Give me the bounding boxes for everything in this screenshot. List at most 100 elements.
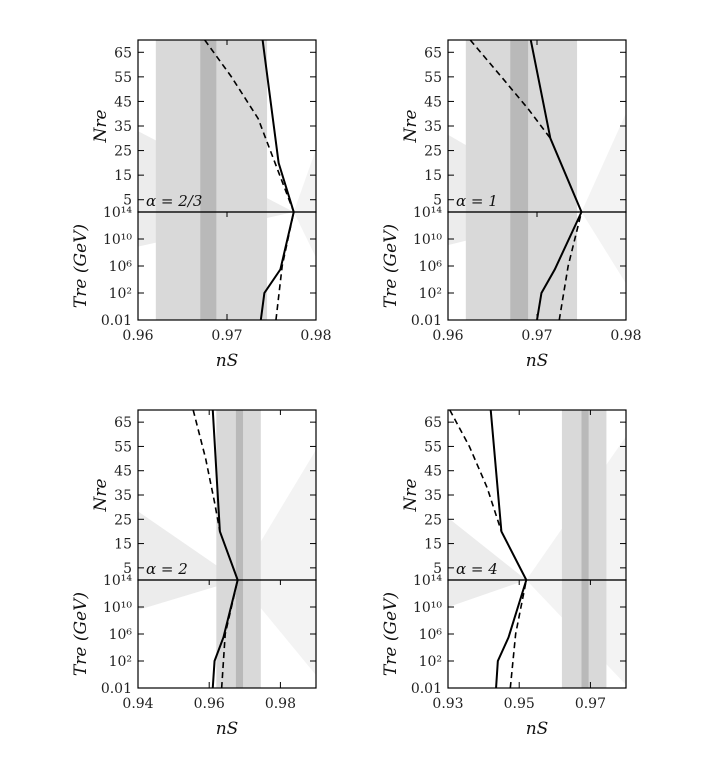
tre-tick-label: 10¹⁰	[103, 232, 132, 248]
chart-panel-1: 5 15 25 35 45 55 65 0.01 10² 10⁶ 10¹⁰ 10¹⁴ 0.96 0.97 0…	[71, 39, 332, 371]
nre-curve-solid	[529, 40, 583, 213]
tre-curve-dashed	[275, 211, 295, 320]
nre-tick-label: 5	[123, 561, 132, 577]
tre-tick-label: 10¹⁰	[103, 600, 132, 616]
tre-curve-dashed	[509, 579, 528, 688]
nre-tick-label: 25	[424, 512, 442, 528]
chart-panel-3: 5 15 25 35 45 55 65 0.01 10² 10⁶ 10¹⁰ 10¹⁴ 0.94 0.96 0…	[71, 409, 317, 739]
nre-tick-label: 45	[114, 464, 132, 480]
nre-curve-dashed	[192, 410, 221, 532]
nre-tick-label: 65	[114, 45, 132, 61]
excluded-region-right	[581, 113, 626, 284]
excluded-region	[138, 511, 238, 610]
nre-tick-label: 25	[114, 512, 132, 528]
nre-curve-solid	[489, 410, 528, 581]
planck-band-1sigma	[200, 40, 217, 320]
x-axis-title: nS	[216, 351, 239, 371]
nre-tick-label: 5	[433, 193, 442, 209]
tre-tick-label: 10⁶	[419, 627, 443, 643]
tre-tick-label: 10¹⁴	[103, 573, 132, 589]
nre-tick-label: 45	[424, 464, 442, 480]
nre-axis-title: Nre	[401, 109, 421, 143]
ns-tick-label: 0.97	[211, 328, 242, 344]
nre-tick-label: 65	[424, 45, 442, 61]
ns-tick-label: 0.97	[575, 696, 606, 712]
tre-curve-solid	[211, 579, 239, 688]
nre-tick-label: 25	[114, 144, 132, 160]
nre-tick-label: 55	[114, 70, 132, 86]
nre-curve-dashed	[469, 40, 551, 139]
tre-curve-solid	[495, 579, 528, 688]
nre-tick-label: 35	[424, 119, 442, 135]
x-axis-title: nS	[526, 719, 549, 739]
tre-curve-dashed	[220, 579, 239, 688]
alpha-label: α = 4	[456, 560, 498, 578]
ns-tick-label: 0.97	[521, 328, 552, 344]
ns-tick-label: 0.94	[122, 696, 153, 712]
excluded-region	[448, 517, 527, 608]
tre-curve-solid	[536, 211, 583, 320]
tre-axis-title: Tre (GeV)	[381, 224, 401, 308]
tre-tick-label: 10¹⁰	[413, 232, 442, 248]
excluded-region-right	[237, 449, 316, 676]
nre-tick-label: 55	[424, 70, 442, 86]
background-regions	[448, 40, 626, 320]
tre-tick-label: 0.01	[411, 313, 442, 329]
nre-tick-label: 35	[424, 488, 442, 504]
nre-tick-label: 25	[424, 144, 442, 160]
chart-panel-4: 5 15 25 35 45 55 65 0.01 10² 10⁶ 10¹⁰ 10¹⁴ 0.93 0.95 0…	[381, 409, 627, 739]
nre-tick-label: 15	[424, 537, 442, 553]
tre-tick-label: 10²	[419, 286, 442, 302]
tre-tick-label: 0.01	[411, 681, 442, 697]
nre-axis-title: Nre	[91, 478, 111, 512]
ns-tick-label: 0.96	[432, 328, 463, 344]
alpha-label: α = 2/3	[146, 192, 202, 210]
tre-tick-label: 10¹⁴	[103, 205, 132, 221]
ns-tick-label: 0.98	[265, 696, 296, 712]
ns-tick-label: 0.98	[300, 328, 331, 344]
excluded-region-right	[293, 149, 316, 258]
nre-tick-label: 15	[114, 168, 132, 184]
tre-tick-label: 0.01	[101, 313, 132, 329]
nre-tick-label: 15	[424, 168, 442, 184]
x-axis-title: nS	[526, 351, 549, 371]
ns-tick-label: 0.96	[122, 328, 153, 344]
nre-tick-label: 65	[424, 415, 442, 431]
tre-axis-title: Tre (GeV)	[71, 592, 91, 676]
alpha-label: α = 2	[146, 560, 188, 578]
nre-tick-label: 5	[433, 561, 442, 577]
tre-tick-label: 10¹⁴	[413, 573, 442, 589]
ns-tick-label: 0.98	[610, 328, 641, 344]
nre-axis-title: Nre	[401, 478, 421, 512]
tre-tick-label: 10²	[109, 654, 132, 670]
ns-tick-label: 0.96	[194, 696, 225, 712]
tre-tick-label: 10²	[109, 286, 132, 302]
tre-tick-label: 10⁶	[109, 627, 133, 643]
tre-tick-label: 10⁶	[109, 259, 133, 275]
x-axis-title: nS	[216, 719, 239, 739]
nre-curve-solid	[261, 40, 295, 213]
tre-tick-label: 10²	[419, 654, 442, 670]
nre-tick-label: 45	[424, 94, 442, 110]
nre-tick-label: 55	[114, 439, 132, 455]
tre-axis-title: Tre (GeV)	[381, 592, 401, 676]
nre-tick-label: 55	[424, 439, 442, 455]
nre-curve-dashed	[449, 410, 503, 532]
tre-curve-dashed	[558, 211, 583, 320]
nre-tick-label: 45	[114, 94, 132, 110]
nre-axis-title: Nre	[91, 109, 111, 143]
nre-tick-label: 35	[114, 488, 132, 504]
tre-axis-title: Tre (GeV)	[71, 224, 91, 308]
tre-tick-label: 10¹⁰	[413, 600, 442, 616]
nre-tick-label: 5	[123, 193, 132, 209]
planck-band-1sigma	[510, 40, 529, 320]
tre-tick-label: 0.01	[101, 681, 132, 697]
background-regions	[448, 410, 626, 688]
ns-tick-label: 0.95	[504, 696, 535, 712]
background-regions	[138, 40, 316, 320]
tre-tick-label: 10¹⁴	[413, 205, 442, 221]
planck-band-1sigma	[581, 410, 589, 688]
tre-tick-label: 10⁶	[419, 259, 443, 275]
alpha-label: α = 1	[456, 192, 498, 210]
